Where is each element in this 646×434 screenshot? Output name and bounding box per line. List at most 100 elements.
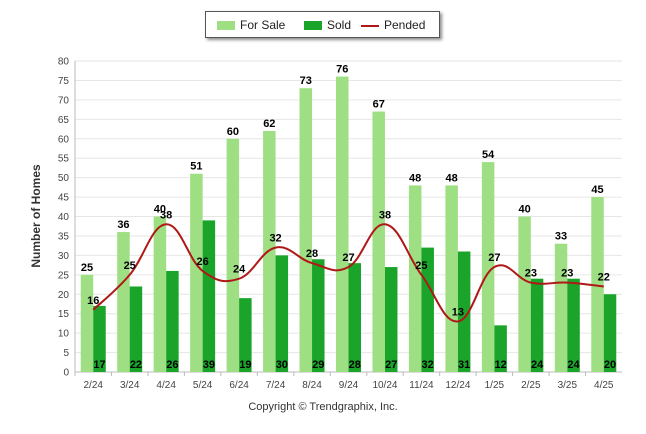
data-label-for-sale: 76 [336, 64, 348, 76]
data-label-pended: 24 [233, 264, 246, 276]
data-label-for-sale: 36 [117, 219, 129, 231]
data-label-sold: 26 [166, 359, 178, 371]
data-label-sold: 24 [567, 359, 580, 371]
y-axis-label: Number of Homes [29, 164, 43, 268]
legend: For Sale Sold Pended [205, 11, 440, 38]
y-tick-label: 10 [58, 329, 70, 340]
data-label-pended: 27 [488, 252, 500, 264]
data-label-for-sale: 25 [81, 262, 93, 274]
data-label-pended: 27 [342, 252, 354, 264]
line-pended [92, 223, 604, 323]
legend-label-sold: Sold [327, 18, 352, 32]
legend-label-pended: Pended [384, 18, 426, 32]
data-label-for-sale: 40 [518, 204, 530, 216]
data-label-sold: 17 [93, 359, 105, 371]
data-label-sold: 32 [422, 359, 434, 371]
x-tick-label: 4/25 [594, 380, 614, 391]
bar-for-sale [372, 111, 385, 372]
y-tick-label: 0 [63, 368, 69, 379]
x-tick-label: 9/24 [339, 380, 359, 391]
data-label-sold: 27 [385, 359, 397, 371]
bar-sold [275, 255, 289, 372]
y-tick-label: 50 [58, 173, 70, 184]
data-label-for-sale: 60 [227, 126, 239, 138]
data-label-pended: 13 [452, 306, 464, 318]
x-tick-label: 8/24 [302, 380, 322, 391]
y-tick-label: 15 [58, 309, 70, 320]
y-tick-label: 25 [58, 270, 70, 281]
bar-sold [312, 259, 325, 372]
bar-for-sale [518, 216, 531, 372]
data-label-sold: 22 [130, 359, 142, 371]
data-label-pended: 25 [124, 260, 136, 272]
bar-for-sale [336, 76, 349, 373]
copyright-text: Copyright © Trendgraphix, Inc. [248, 401, 398, 413]
data-label-for-sale: 73 [300, 75, 312, 87]
bar-for-sale [80, 274, 94, 372]
bar-sold [239, 298, 252, 372]
x-tick-label: 2/25 [521, 380, 541, 391]
bar-sold [348, 263, 361, 372]
data-label-sold: 19 [239, 359, 251, 371]
x-tick-label: 2/24 [83, 380, 103, 391]
y-tick-label: 40 [58, 212, 70, 223]
y-tick-label: 20 [58, 290, 70, 301]
data-label-for-sale: 33 [555, 231, 567, 243]
data-label-pended: 23 [561, 268, 573, 280]
legend-label-for-sale: For Sale [240, 18, 286, 32]
y-tick-label: 60 [58, 134, 70, 145]
bar-sold [93, 305, 106, 372]
data-label-for-sale: 40 [154, 204, 166, 216]
legend-swatch-pended [361, 25, 379, 27]
y-tick-label: 80 [58, 57, 70, 68]
data-label-for-sale: 48 [446, 172, 458, 184]
data-label-for-sale: 67 [373, 99, 385, 111]
x-tick-label: 7/24 [266, 380, 286, 391]
y-tick-label: 55 [58, 154, 70, 165]
bar-sold [166, 270, 179, 372]
data-label-sold: 20 [604, 359, 616, 371]
data-label-for-sale: 45 [591, 184, 603, 196]
y-tick-label: 30 [58, 251, 70, 262]
data-label-pended: 22 [598, 271, 610, 283]
data-label-pended: 32 [269, 233, 281, 245]
y-tick-label: 35 [58, 231, 70, 242]
data-label-for-sale: 51 [190, 161, 202, 173]
data-label-for-sale: 54 [482, 149, 495, 161]
x-tick-label: 3/24 [120, 380, 140, 391]
bar-sold [494, 325, 507, 372]
data-label-sold: 30 [276, 359, 288, 371]
data-label-pended: 23 [525, 268, 537, 280]
data-label-pended: 28 [306, 248, 318, 260]
x-tick-label: 11/24 [409, 380, 434, 391]
bar-for-sale [299, 88, 313, 373]
x-tick-label: 1/25 [485, 380, 505, 391]
data-label-pended: 16 [87, 295, 99, 307]
bar-for-sale [190, 173, 203, 372]
data-label-sold: 28 [349, 359, 361, 371]
data-label-sold: 12 [494, 359, 506, 371]
bar-for-sale [591, 197, 604, 372]
bar-sold [567, 278, 580, 372]
data-label-for-sale: 62 [263, 118, 275, 130]
data-label-pended: 26 [197, 256, 209, 268]
data-label-pended: 25 [415, 260, 427, 272]
data-label-sold: 31 [458, 359, 470, 371]
bar-for-sale [445, 185, 458, 372]
bar-sold [457, 251, 471, 372]
bar-for-sale [153, 216, 167, 372]
data-label-for-sale: 48 [409, 172, 421, 184]
bar-sold [530, 278, 544, 372]
y-tick-label: 45 [58, 193, 70, 204]
y-tick-label: 5 [63, 348, 69, 359]
bar-for-sale [554, 243, 568, 372]
x-tick-label: 4/24 [156, 380, 176, 391]
y-tick-label: 75 [58, 76, 70, 87]
x-tick-label: 10/24 [372, 380, 397, 391]
legend-swatch-for-sale [217, 21, 235, 30]
data-label-sold: 24 [531, 359, 544, 371]
x-tick-label: 6/24 [229, 380, 249, 391]
bar-for-sale [408, 185, 422, 372]
data-label-sold: 39 [203, 359, 215, 371]
